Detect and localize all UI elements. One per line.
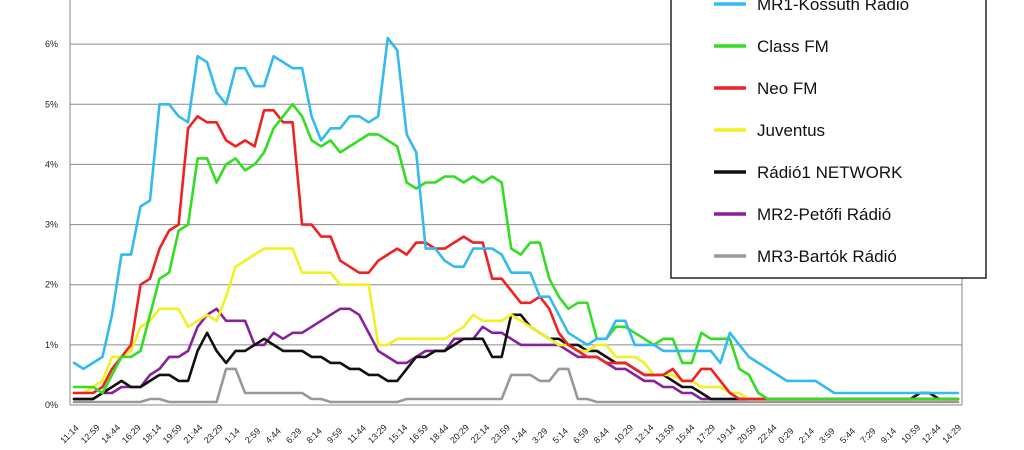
x-tick-label: 4:44	[263, 426, 282, 445]
x-tick-label: 3:29	[530, 426, 549, 445]
y-tick-label: 4%	[45, 159, 58, 169]
x-tick-label: 2:59	[243, 426, 262, 445]
x-tick-label: 17:29	[694, 422, 717, 445]
legend-label: Class FM	[757, 37, 829, 56]
x-tick-label: 8:14	[304, 426, 323, 445]
x-tick-label: 23:59	[489, 422, 512, 445]
series-line	[72, 103, 960, 401]
legend-label: MR2-Petőfi Rádió	[757, 205, 891, 224]
x-tick-label: 7:29	[858, 426, 877, 445]
x-tick-label: 12:59	[79, 422, 102, 445]
x-tick-label: 18:44	[428, 422, 451, 445]
x-tick-label: 15:14	[387, 422, 410, 445]
y-tick-label: 1%	[45, 340, 58, 350]
y-tick-label: 5%	[45, 99, 58, 109]
x-axis-tick-labels: 11:1412:5914:4416:2918:1419:5921:4423:29…	[58, 422, 963, 445]
x-tick-label: 11:44	[346, 423, 369, 446]
x-tick-label: 16:59	[407, 422, 430, 445]
legend-label: MR1-Kossuth Rádió	[757, 0, 909, 14]
x-tick-label: 6:29	[284, 426, 303, 445]
x-tick-label: 16:29	[120, 422, 143, 445]
y-tick-label: 2%	[45, 280, 58, 290]
x-tick-label: 19:14	[715, 422, 738, 445]
series-lines	[72, 36, 960, 404]
x-tick-label: 5:44	[838, 426, 857, 445]
x-tick-label: 11:14	[58, 423, 81, 446]
y-tick-label: 0%	[45, 400, 58, 410]
x-tick-label: 13:59	[653, 422, 676, 445]
x-tick-label: 18:14	[140, 422, 163, 445]
legend-label: Neo FM	[757, 79, 817, 98]
x-tick-label: 3:59	[817, 426, 836, 445]
x-tick-label: 12:14	[633, 422, 656, 445]
x-tick-label: 14:29	[940, 422, 963, 445]
legend-label: Rádió1 NETWORK	[757, 163, 903, 182]
series-line	[72, 367, 960, 404]
x-tick-label: 20:59	[735, 422, 758, 445]
legend: MR1-Kossuth Rádió Class FM Neo FM Juventus R…	[670, 0, 987, 279]
x-tick-label: 10:59	[899, 422, 922, 445]
series-line	[72, 36, 960, 395]
x-tick-label: 1:44	[510, 426, 529, 445]
x-tick-label: 6:59	[571, 426, 590, 445]
x-tick-label: 5:14	[551, 426, 570, 445]
x-tick-label: 0:29	[776, 426, 795, 445]
x-tick-label: 14:44	[99, 422, 122, 445]
y-axis-tick-labels: 0% 1% 2% 3% 4% 5% 6%	[45, 39, 58, 410]
x-tick-label: 12:44	[920, 422, 943, 445]
y-tick-label: 6%	[45, 39, 58, 49]
x-tick-label: 1:14	[222, 426, 241, 445]
x-tick-label: 22:14	[469, 422, 492, 445]
x-tick-label: 20:29	[448, 422, 471, 445]
x-tick-label: 2:14	[797, 426, 816, 445]
series-line	[72, 307, 960, 401]
x-tick-label: 21:44	[181, 422, 204, 445]
x-tick-label: 9:14	[879, 426, 898, 445]
x-tick-label: 19:59	[161, 422, 184, 445]
legend-label: Juventus	[757, 121, 825, 140]
x-tick-label: 8:44	[592, 426, 611, 445]
x-tick-label: 15:44	[674, 422, 697, 445]
x-tick-label: 13:29	[366, 422, 389, 445]
chart-gridlines	[69, 0, 963, 406]
legend-label: MR3-Bartók Rádió	[757, 247, 897, 266]
x-tick-label: 10:29	[612, 422, 635, 445]
y-tick-label: 3%	[45, 220, 58, 230]
x-tick-label: 9:59	[325, 426, 344, 445]
x-tick-label: 22:44	[756, 422, 779, 445]
x-tick-label: 23:29	[202, 422, 225, 445]
